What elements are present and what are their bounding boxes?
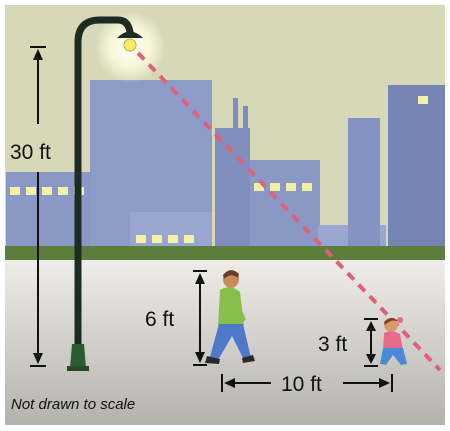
child-pants <box>380 348 407 365</box>
building <box>130 212 212 250</box>
grass <box>5 246 445 260</box>
child-walking-figure <box>380 317 407 365</box>
distance-dimension <box>221 374 393 392</box>
adult-arm <box>232 296 246 323</box>
building <box>388 85 445 250</box>
windows <box>10 96 428 243</box>
lamp-bulb <box>123 38 137 52</box>
adult-shirt <box>218 287 244 326</box>
pole-height-label: 30 ft <box>10 141 51 164</box>
distance-label: 10 ft <box>281 373 322 396</box>
lamp-pole <box>74 16 134 356</box>
building <box>348 118 380 250</box>
building <box>243 106 248 130</box>
lamp-base <box>70 344 86 368</box>
child-height-label: 3 ft <box>318 333 347 356</box>
building <box>215 128 250 250</box>
city-skyline <box>6 80 445 250</box>
adult-height-label: 6 ft <box>145 308 174 331</box>
child-height-dimension <box>364 318 378 367</box>
not-to-scale-note: Not drawn to scale <box>11 396 135 413</box>
pole-height-dimension <box>30 46 46 367</box>
lamp-base-foot <box>67 366 89 371</box>
light-ray-dashed <box>136 51 442 372</box>
street-light <box>67 11 166 371</box>
adult-pants <box>210 324 251 360</box>
adult-height-dimension <box>193 270 207 366</box>
building <box>233 98 238 130</box>
lamp-head <box>117 31 143 38</box>
child-shirt <box>383 331 403 350</box>
adult-walking-figure <box>205 270 255 364</box>
